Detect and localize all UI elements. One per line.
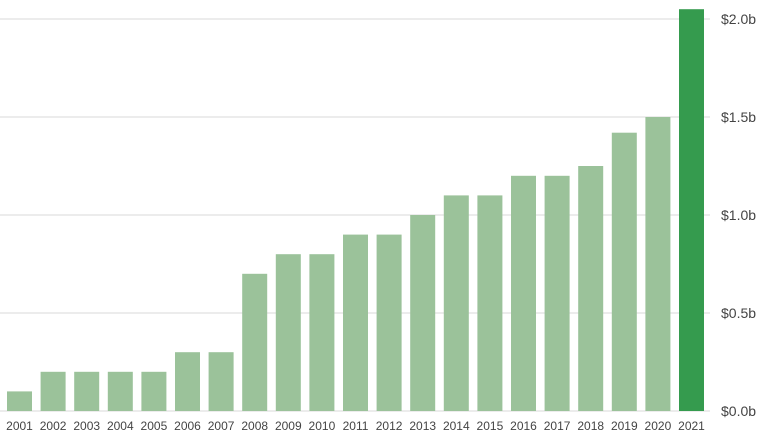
bar-2003 (74, 371, 100, 411)
x-tick-label: 2018 (577, 419, 604, 433)
y-tick-label: $1.5b (721, 109, 756, 125)
y-tick-label: $2.0b (721, 11, 756, 27)
bar-2013 (410, 215, 436, 411)
bar-2018 (578, 166, 604, 411)
x-tick-label: 2016 (510, 419, 537, 433)
x-tick-label: 2008 (241, 419, 268, 433)
x-tick-label: 2006 (174, 419, 201, 433)
bar-2006 (175, 352, 200, 411)
x-tick-label: 2014 (443, 419, 470, 433)
x-tick-label: 2010 (309, 419, 336, 433)
x-tick-label: 2021 (678, 419, 705, 433)
bar-2015 (477, 195, 503, 411)
bar-2021 (679, 9, 704, 411)
y-tick-labels: $0.0b $0.5b $1.0b $1.5b $2.0b (721, 11, 756, 419)
bar-2007 (208, 352, 234, 411)
bars (7, 9, 704, 411)
x-tick-label: 2017 (544, 419, 571, 433)
bar-2010 (309, 254, 335, 411)
y-tick-label: $1.0b (721, 207, 756, 223)
bar-2009 (275, 254, 301, 411)
bar-2001 (7, 391, 32, 411)
x-tick-label: 2011 (343, 419, 369, 433)
bar-2004 (107, 371, 133, 411)
bar-2012 (376, 234, 402, 411)
x-tick-label: 2002 (40, 419, 67, 433)
x-tick-label: 2001 (6, 419, 33, 433)
bar-2020 (645, 117, 671, 411)
x-tick-label: 2003 (73, 419, 100, 433)
x-tick-label: 2004 (107, 419, 134, 433)
bar-2002 (40, 371, 66, 411)
x-tick-label: 2015 (477, 419, 504, 433)
x-tick-label: 2020 (645, 419, 672, 433)
x-tick-label: 2012 (376, 419, 403, 433)
bar-2014 (443, 195, 469, 411)
bar-2019 (611, 132, 637, 411)
x-tick-label: 2005 (141, 419, 168, 433)
y-tick-label: $0.5b (721, 305, 756, 321)
x-tick-labels: 2001 2002 2003 2004 2005 2006 2007 2008 2009 2010… (6, 419, 705, 433)
x-tick-label: 2007 (208, 419, 235, 433)
bar-2008 (242, 273, 268, 411)
bar-2005 (141, 371, 167, 411)
x-tick-label: 2019 (611, 419, 638, 433)
y-tick-label: $0.0b (721, 403, 756, 419)
bar-2017 (544, 175, 570, 411)
x-tick-label: 2009 (275, 419, 302, 433)
bar-2011 (343, 234, 368, 411)
x-tick-label: 2013 (409, 419, 436, 433)
bar-2016 (511, 175, 536, 411)
